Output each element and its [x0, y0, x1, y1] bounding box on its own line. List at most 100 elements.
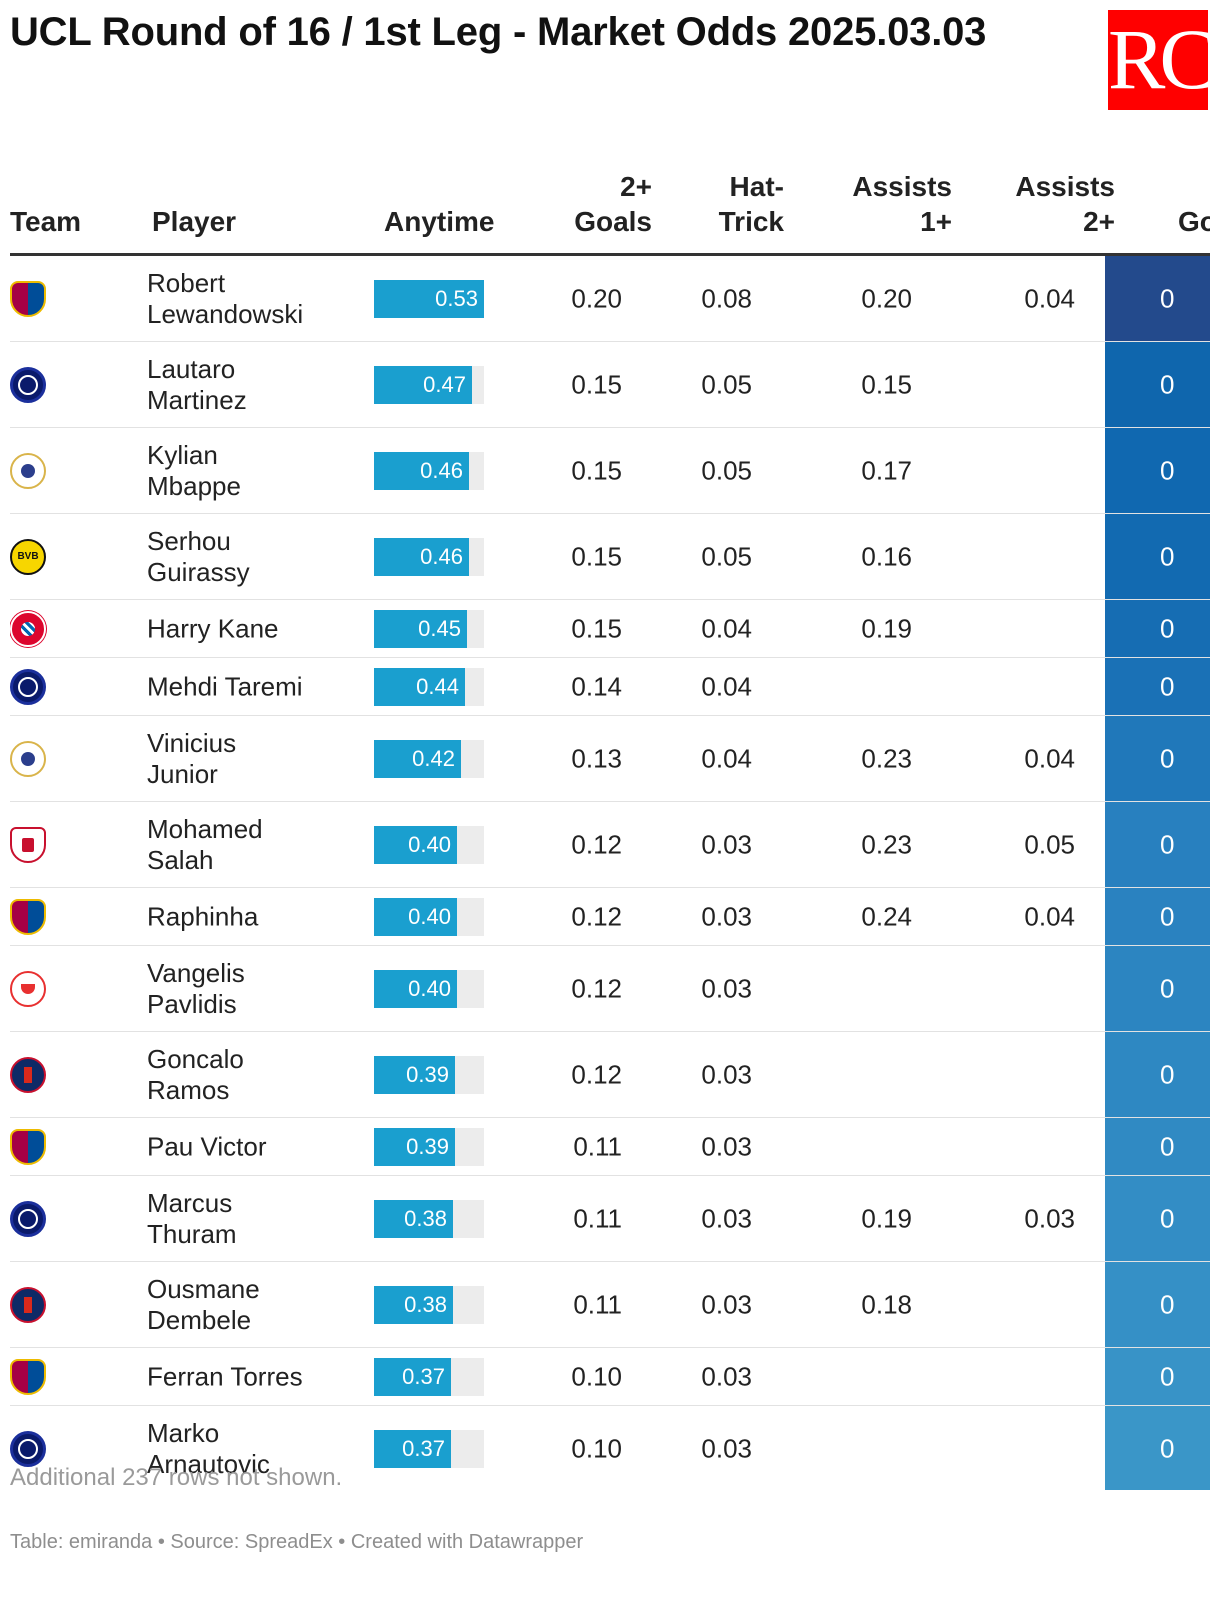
anytime-bar-fill	[374, 1357, 451, 1396]
anytime-value: 0.45	[418, 615, 461, 641]
table-row[interactable]: Marcus Thuram 0.38 0.11 0.03 0.19 0.03 0	[10, 1176, 1210, 1262]
anytime-bar-track: 0.40	[374, 825, 484, 864]
barca-crest-icon	[10, 898, 46, 935]
header-anytime[interactable]: Anytime	[384, 206, 495, 237]
inter-crest-icon	[10, 1431, 46, 1467]
anytime-bar-track: 0.46	[374, 451, 484, 490]
table-row[interactable]: Marko Arnautovic 0.37 0.10 0.03 0	[10, 1406, 1210, 1490]
anytime-value: 0.40	[408, 903, 451, 929]
assists-1plus-value: 0.17	[861, 455, 912, 485]
anytime-bar-fill	[374, 667, 465, 706]
player-name: Goncalo Ramos	[147, 1043, 244, 1105]
player-name: Mohamed Salah	[147, 813, 263, 875]
anytime-value: 0.40	[408, 975, 451, 1001]
anytime-bar-fill	[374, 365, 472, 404]
anytime-bar-fill	[374, 825, 457, 864]
anytime-value: 0.44	[416, 673, 459, 699]
goals-heat-cell: 0	[1105, 888, 1210, 945]
rc-logo: RC	[1108, 10, 1217, 110]
anytime-value: 0.40	[408, 831, 451, 857]
header-hat-trick-line1: Hat-	[729, 171, 784, 202]
psg-crest-icon	[10, 1056, 46, 1093]
goals-heat-cell: 0	[1105, 428, 1210, 513]
anytime-bar-fill	[374, 1199, 453, 1238]
assists-2plus-value: 0.04	[1024, 743, 1075, 773]
table-row[interactable]: Ferran Torres 0.37 0.10 0.03 0	[10, 1348, 1210, 1406]
assists-2plus-value: 0.04	[1024, 901, 1075, 931]
odds-table: Team Player Anytime 2+ Goals Hat- Trick …	[10, 160, 1210, 1490]
table-row[interactable]: Mehdi Taremi 0.44 0.14 0.04 0	[10, 658, 1210, 716]
assists-1plus-value: 0.16	[861, 541, 912, 571]
table-row[interactable]: Kylian Mbappe 0.46 0.15 0.05 0.17 0	[10, 428, 1210, 514]
table-row[interactable]: Harry Kane 0.45 0.15 0.04 0.19 0	[10, 600, 1210, 658]
goals-heat-value: 0	[1160, 1203, 1175, 1233]
anytime-value: 0.38	[404, 1291, 447, 1317]
player-name: Kylian Mbappe	[147, 439, 241, 501]
table-row[interactable]: Goncalo Ramos 0.39 0.12 0.03 0	[10, 1032, 1210, 1118]
header-2plus-goals-line1: 2+	[620, 171, 652, 202]
goals-heat-cell: 0	[1105, 514, 1210, 599]
goals-heat-value: 0	[1160, 973, 1175, 1003]
two-plus-goals-value: 0.15	[571, 455, 622, 485]
header-goals-truncated[interactable]: Go	[1178, 206, 1210, 237]
goals-heat-cell: 0	[1105, 1118, 1210, 1175]
header-assists-2plus[interactable]: Assists 2+	[965, 169, 1115, 239]
table-row[interactable]: Ousmane Dembele 0.38 0.11 0.03 0.18 0	[10, 1262, 1210, 1348]
player-name: Vangelis Pavlidis	[147, 957, 245, 1019]
table-row[interactable]: Raphinha 0.40 0.12 0.03 0.24 0.04 0	[10, 888, 1210, 946]
header-assists-1plus[interactable]: Assists 1+	[800, 169, 952, 239]
rows-not-shown-note: Additional 237 rows not shown.	[10, 1464, 343, 1491]
goals-heat-cell: 0	[1105, 342, 1210, 427]
assists-1plus-value: 0.24	[861, 901, 912, 931]
assists-2plus-value: 0.05	[1024, 829, 1075, 859]
hat-trick-value: 0.03	[701, 973, 752, 1003]
table-row[interactable]: BVB Serhou Guirassy 0.46 0.15 0.05 0.16 0	[10, 514, 1210, 600]
goals-heat-value: 0	[1160, 541, 1175, 571]
assists-2plus-value: 0.04	[1024, 283, 1075, 313]
table-row[interactable]: Vinicius Junior 0.42 0.13 0.04 0.23 0.04 0	[10, 716, 1210, 802]
table-row[interactable]: Lautaro Martinez 0.47 0.15 0.05 0.15 0	[10, 342, 1210, 428]
table-row[interactable]: Mohamed Salah 0.40 0.12 0.03 0.23 0.05 0	[10, 802, 1210, 888]
anytime-bar-track: 0.37	[374, 1430, 484, 1468]
anytime-bar-track: 0.37	[374, 1357, 484, 1396]
anytime-bar-fill	[374, 537, 469, 576]
anytime-bar-track: 0.47	[374, 365, 484, 404]
barca-crest-icon	[10, 1358, 46, 1395]
psg-crest-icon	[10, 1286, 46, 1323]
header-team[interactable]: Team	[10, 206, 82, 237]
goals-heat-value: 0	[1160, 369, 1175, 399]
player-name: Vinicius Junior	[147, 727, 237, 789]
anytime-bar-track: 0.39	[374, 1055, 484, 1094]
table-row[interactable]: Pau Victor 0.39 0.11 0.03 0	[10, 1118, 1210, 1176]
header-hat-trick[interactable]: Hat- Trick	[660, 169, 784, 239]
goals-heat-cell: 0	[1105, 716, 1210, 801]
table-footer: Table: emiranda • Source: SpreadEx • Cre…	[10, 1531, 584, 1553]
hat-trick-value: 0.03	[701, 1289, 752, 1319]
assists-1plus-value: 0.20	[861, 283, 912, 313]
goals-heat-value: 0	[1160, 1059, 1175, 1089]
assists-2plus-value: 0.03	[1024, 1203, 1075, 1233]
two-plus-goals-value: 0.15	[571, 613, 622, 643]
anytime-bar-fill	[374, 1127, 455, 1166]
goals-heat-value: 0	[1160, 901, 1175, 931]
hat-trick-value: 0.03	[701, 1131, 752, 1161]
header-player[interactable]: Player	[152, 206, 237, 237]
hat-trick-value: 0.05	[701, 455, 752, 485]
header-assists-2plus-line2: 2+	[1083, 206, 1115, 237]
goals-heat-cell: 0	[1105, 1032, 1210, 1117]
goals-heat-value: 0	[1160, 1289, 1175, 1319]
anytime-bar-track: 0.46	[374, 537, 484, 576]
anytime-value: 0.37	[402, 1436, 445, 1461]
barca-crest-icon	[10, 280, 46, 317]
anytime-bar-track: 0.42	[374, 739, 484, 778]
hat-trick-value: 0.03	[701, 1203, 752, 1233]
page-title: UCL Round of 16 / 1st Leg - Market Odds …	[10, 10, 987, 54]
table-row[interactable]: Vangelis Pavlidis 0.40 0.12 0.03 0	[10, 946, 1210, 1032]
anytime-value: 0.53	[435, 285, 478, 311]
goals-heat-value: 0	[1160, 671, 1175, 701]
header-2plus-goals[interactable]: 2+ Goals	[530, 169, 652, 239]
anytime-bar-fill	[374, 739, 461, 778]
table-row[interactable]: Robert Lewandowski 0.53 0.20 0.08 0.20 0.04 0	[10, 256, 1210, 342]
anytime-bar-track: 0.40	[374, 897, 484, 936]
goals-heat-cell: 0	[1105, 658, 1210, 715]
